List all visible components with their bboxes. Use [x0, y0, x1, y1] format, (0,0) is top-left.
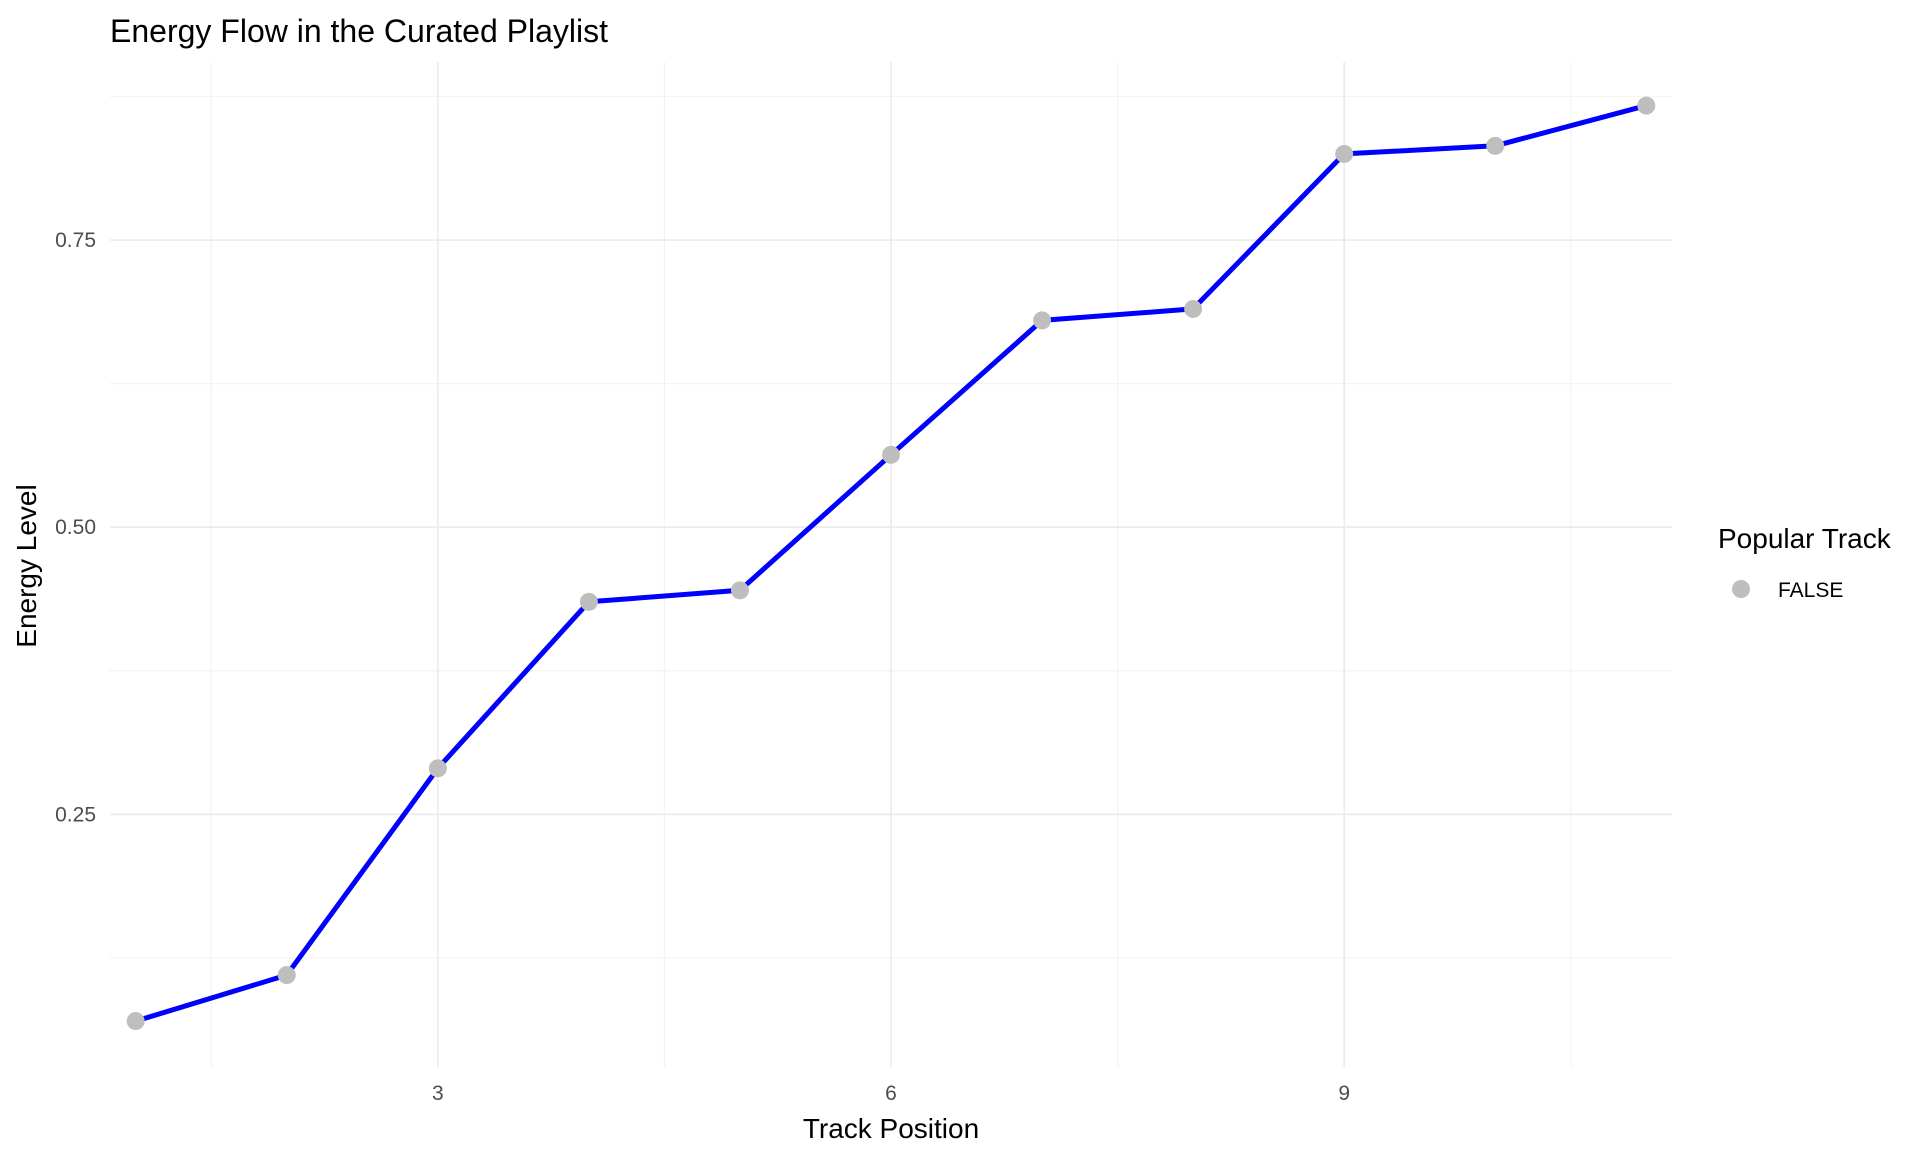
- data-point: [1033, 311, 1052, 330]
- series-points-group: [126, 96, 1656, 1031]
- grid: [110, 62, 1672, 1067]
- data-point: [428, 759, 447, 778]
- data-point: [1637, 96, 1656, 115]
- x-tick-label: 3: [432, 1082, 444, 1105]
- data-point: [1335, 144, 1354, 163]
- axes: 0.25 0.50 0.75 3 6 9: [55, 229, 1350, 1105]
- x-tick-label: 6: [885, 1082, 897, 1105]
- chart-title: Energy Flow in the Curated Playlist: [110, 13, 608, 49]
- data-point: [882, 445, 900, 464]
- y-axis-title: Energy Level: [11, 484, 42, 647]
- legend-label-false: FALSE: [1778, 579, 1843, 602]
- data-point: [126, 1012, 145, 1031]
- legend: Popular Track FALSE: [1718, 523, 1892, 602]
- x-tick-label: 9: [1338, 1082, 1350, 1105]
- legend-key-false: [1732, 580, 1750, 598]
- legend-title: Popular Track: [1718, 523, 1892, 554]
- x-axis-title: Track Position: [803, 1113, 979, 1144]
- data-point: [1486, 136, 1505, 155]
- data-point: [579, 592, 598, 611]
- data-point: [730, 581, 749, 600]
- y-tick-label: 0.50: [55, 516, 96, 539]
- data-point: [277, 966, 296, 985]
- y-tick-label: 0.25: [55, 803, 96, 826]
- data-point: [1184, 299, 1203, 318]
- y-tick-label: 0.75: [55, 229, 96, 252]
